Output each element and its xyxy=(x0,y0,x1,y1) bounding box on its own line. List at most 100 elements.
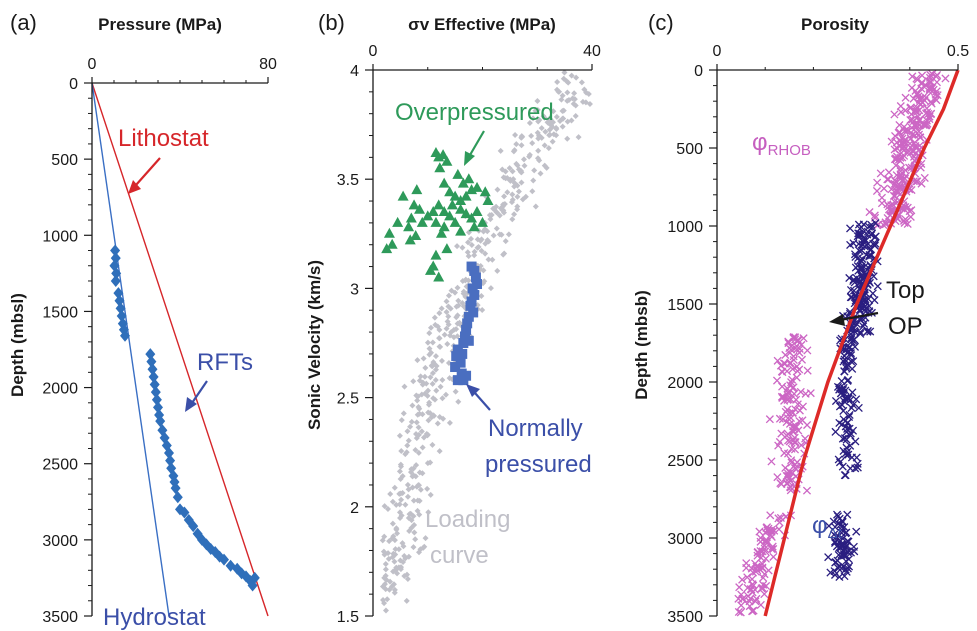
loading-curve-point xyxy=(422,535,429,542)
phi-rhob-point xyxy=(908,72,917,81)
phi-rhob-point xyxy=(925,83,934,92)
phi-rhob-point xyxy=(788,426,798,435)
phi-dt-point xyxy=(839,383,848,392)
phi-rhob-point xyxy=(792,345,802,354)
phi-rhob-point xyxy=(775,414,784,423)
phi-rhob-point xyxy=(941,74,950,83)
panel-b-overpressured-points xyxy=(381,146,494,282)
phi-rhob-point xyxy=(785,474,794,483)
phi-rhob-point xyxy=(897,173,906,182)
loading-curve-point xyxy=(425,401,432,408)
overpressured-point xyxy=(414,203,426,214)
phi-dt-point xyxy=(855,246,864,256)
loading-curve-point xyxy=(445,292,452,299)
normally-pressured-point xyxy=(452,375,463,386)
loading-curve-point xyxy=(518,142,525,149)
phi-dt-point xyxy=(855,229,864,238)
phi-rhob-point xyxy=(906,212,915,221)
overpressured-point xyxy=(477,216,488,227)
phi-dt-point xyxy=(868,289,877,298)
phi-rhob-point xyxy=(739,594,748,603)
y-tick-label: 0 xyxy=(69,76,78,93)
overpressured-point xyxy=(460,208,472,219)
overpressured-point xyxy=(434,162,446,173)
loading-curve-point xyxy=(550,108,557,115)
phi-rhob-point xyxy=(775,518,784,527)
loading-curve-point xyxy=(396,501,403,508)
phi-rhob-point xyxy=(906,115,915,125)
loading-curve-point xyxy=(410,497,417,504)
phi-dt-point xyxy=(863,326,872,335)
phi-rhob-point xyxy=(790,464,799,473)
phi-rhob-point xyxy=(755,527,764,536)
phi-dt-point xyxy=(833,510,842,519)
loading-curve-point xyxy=(549,138,556,145)
phi-rhob-point xyxy=(927,84,936,93)
phi-dt-point xyxy=(841,346,850,355)
phi-rhob-point xyxy=(922,120,931,129)
loading-curve-point xyxy=(417,486,424,493)
phi-dt-point xyxy=(855,278,864,287)
phi-rhob-point xyxy=(748,575,757,584)
phi-dt-point xyxy=(864,222,874,231)
loading-curve-point xyxy=(384,506,391,513)
normally-pressured-point xyxy=(451,351,462,362)
loading-curve-point xyxy=(564,135,571,142)
loading-curve-point xyxy=(415,424,422,431)
loading-curve-point xyxy=(424,387,431,394)
loading-curve-point xyxy=(436,448,443,455)
rft-point xyxy=(165,454,176,467)
loading-curve-point xyxy=(417,373,424,380)
loading-curve-point xyxy=(550,131,557,138)
loading-curve-point xyxy=(559,123,566,130)
phi-dt-point xyxy=(848,388,857,397)
loading-curve-point xyxy=(404,428,411,435)
phi-rhob-point xyxy=(895,128,905,137)
overpressured-point xyxy=(405,212,417,223)
panel-a-xticks: 0 80 xyxy=(88,56,277,73)
y-tick-label: 3000 xyxy=(42,533,78,550)
phi-rhob-point xyxy=(911,104,920,114)
annotation-phi-dt: φΔt xyxy=(812,512,843,542)
loading-curve-point xyxy=(410,465,417,472)
loading-curve-point xyxy=(454,312,461,319)
loading-curve-point xyxy=(506,165,513,172)
loading-curve-point xyxy=(502,238,509,245)
phi-rhob-point xyxy=(773,356,782,365)
phi-rhob-point xyxy=(790,445,800,454)
phi-dt-point xyxy=(866,327,875,336)
x-tick-label: 0 xyxy=(713,43,722,60)
phi-rhob-point xyxy=(917,179,926,188)
rft-point xyxy=(147,363,158,376)
phi-rhob-point xyxy=(780,448,789,458)
loading-curve-point xyxy=(397,463,404,470)
phi-dt-point xyxy=(859,237,868,246)
normally-pressured-point xyxy=(462,318,473,329)
phi-rhob-point xyxy=(799,334,808,343)
overpressured-point xyxy=(441,155,453,166)
loading-curve-point xyxy=(500,209,507,216)
phi-rhob-point xyxy=(783,390,792,399)
panel-b-velocity-stress: (b) σv Effective (MPa) Sonic Velocity (k… xyxy=(305,10,601,626)
annotation-loading: Loading xyxy=(425,506,510,533)
panel-c-xticks: 0 0.5 xyxy=(713,43,970,60)
overpressured-point xyxy=(437,149,449,160)
loading-curve-point xyxy=(471,252,478,259)
phi-rhob-point xyxy=(784,337,793,346)
phi-rhob-symbol: φ xyxy=(752,129,768,156)
loading-curve-point xyxy=(468,235,475,242)
loading-curve-point xyxy=(451,289,458,296)
rft-point xyxy=(150,386,161,399)
phi-rhob-point xyxy=(767,527,776,536)
overpressured-point xyxy=(404,234,416,245)
loading-curve-point xyxy=(553,113,560,120)
panel-c-xlabel: Porosity xyxy=(801,15,870,34)
loading-curve-point xyxy=(396,432,403,439)
loading-curve-point xyxy=(432,366,439,373)
loading-curve-point xyxy=(432,321,439,328)
loading-curve-point xyxy=(445,313,452,320)
phi-dt-point xyxy=(835,402,844,411)
normally-pressured-point xyxy=(463,311,474,322)
loading-curve-point xyxy=(514,162,521,169)
phi-rhob-point xyxy=(916,133,925,142)
